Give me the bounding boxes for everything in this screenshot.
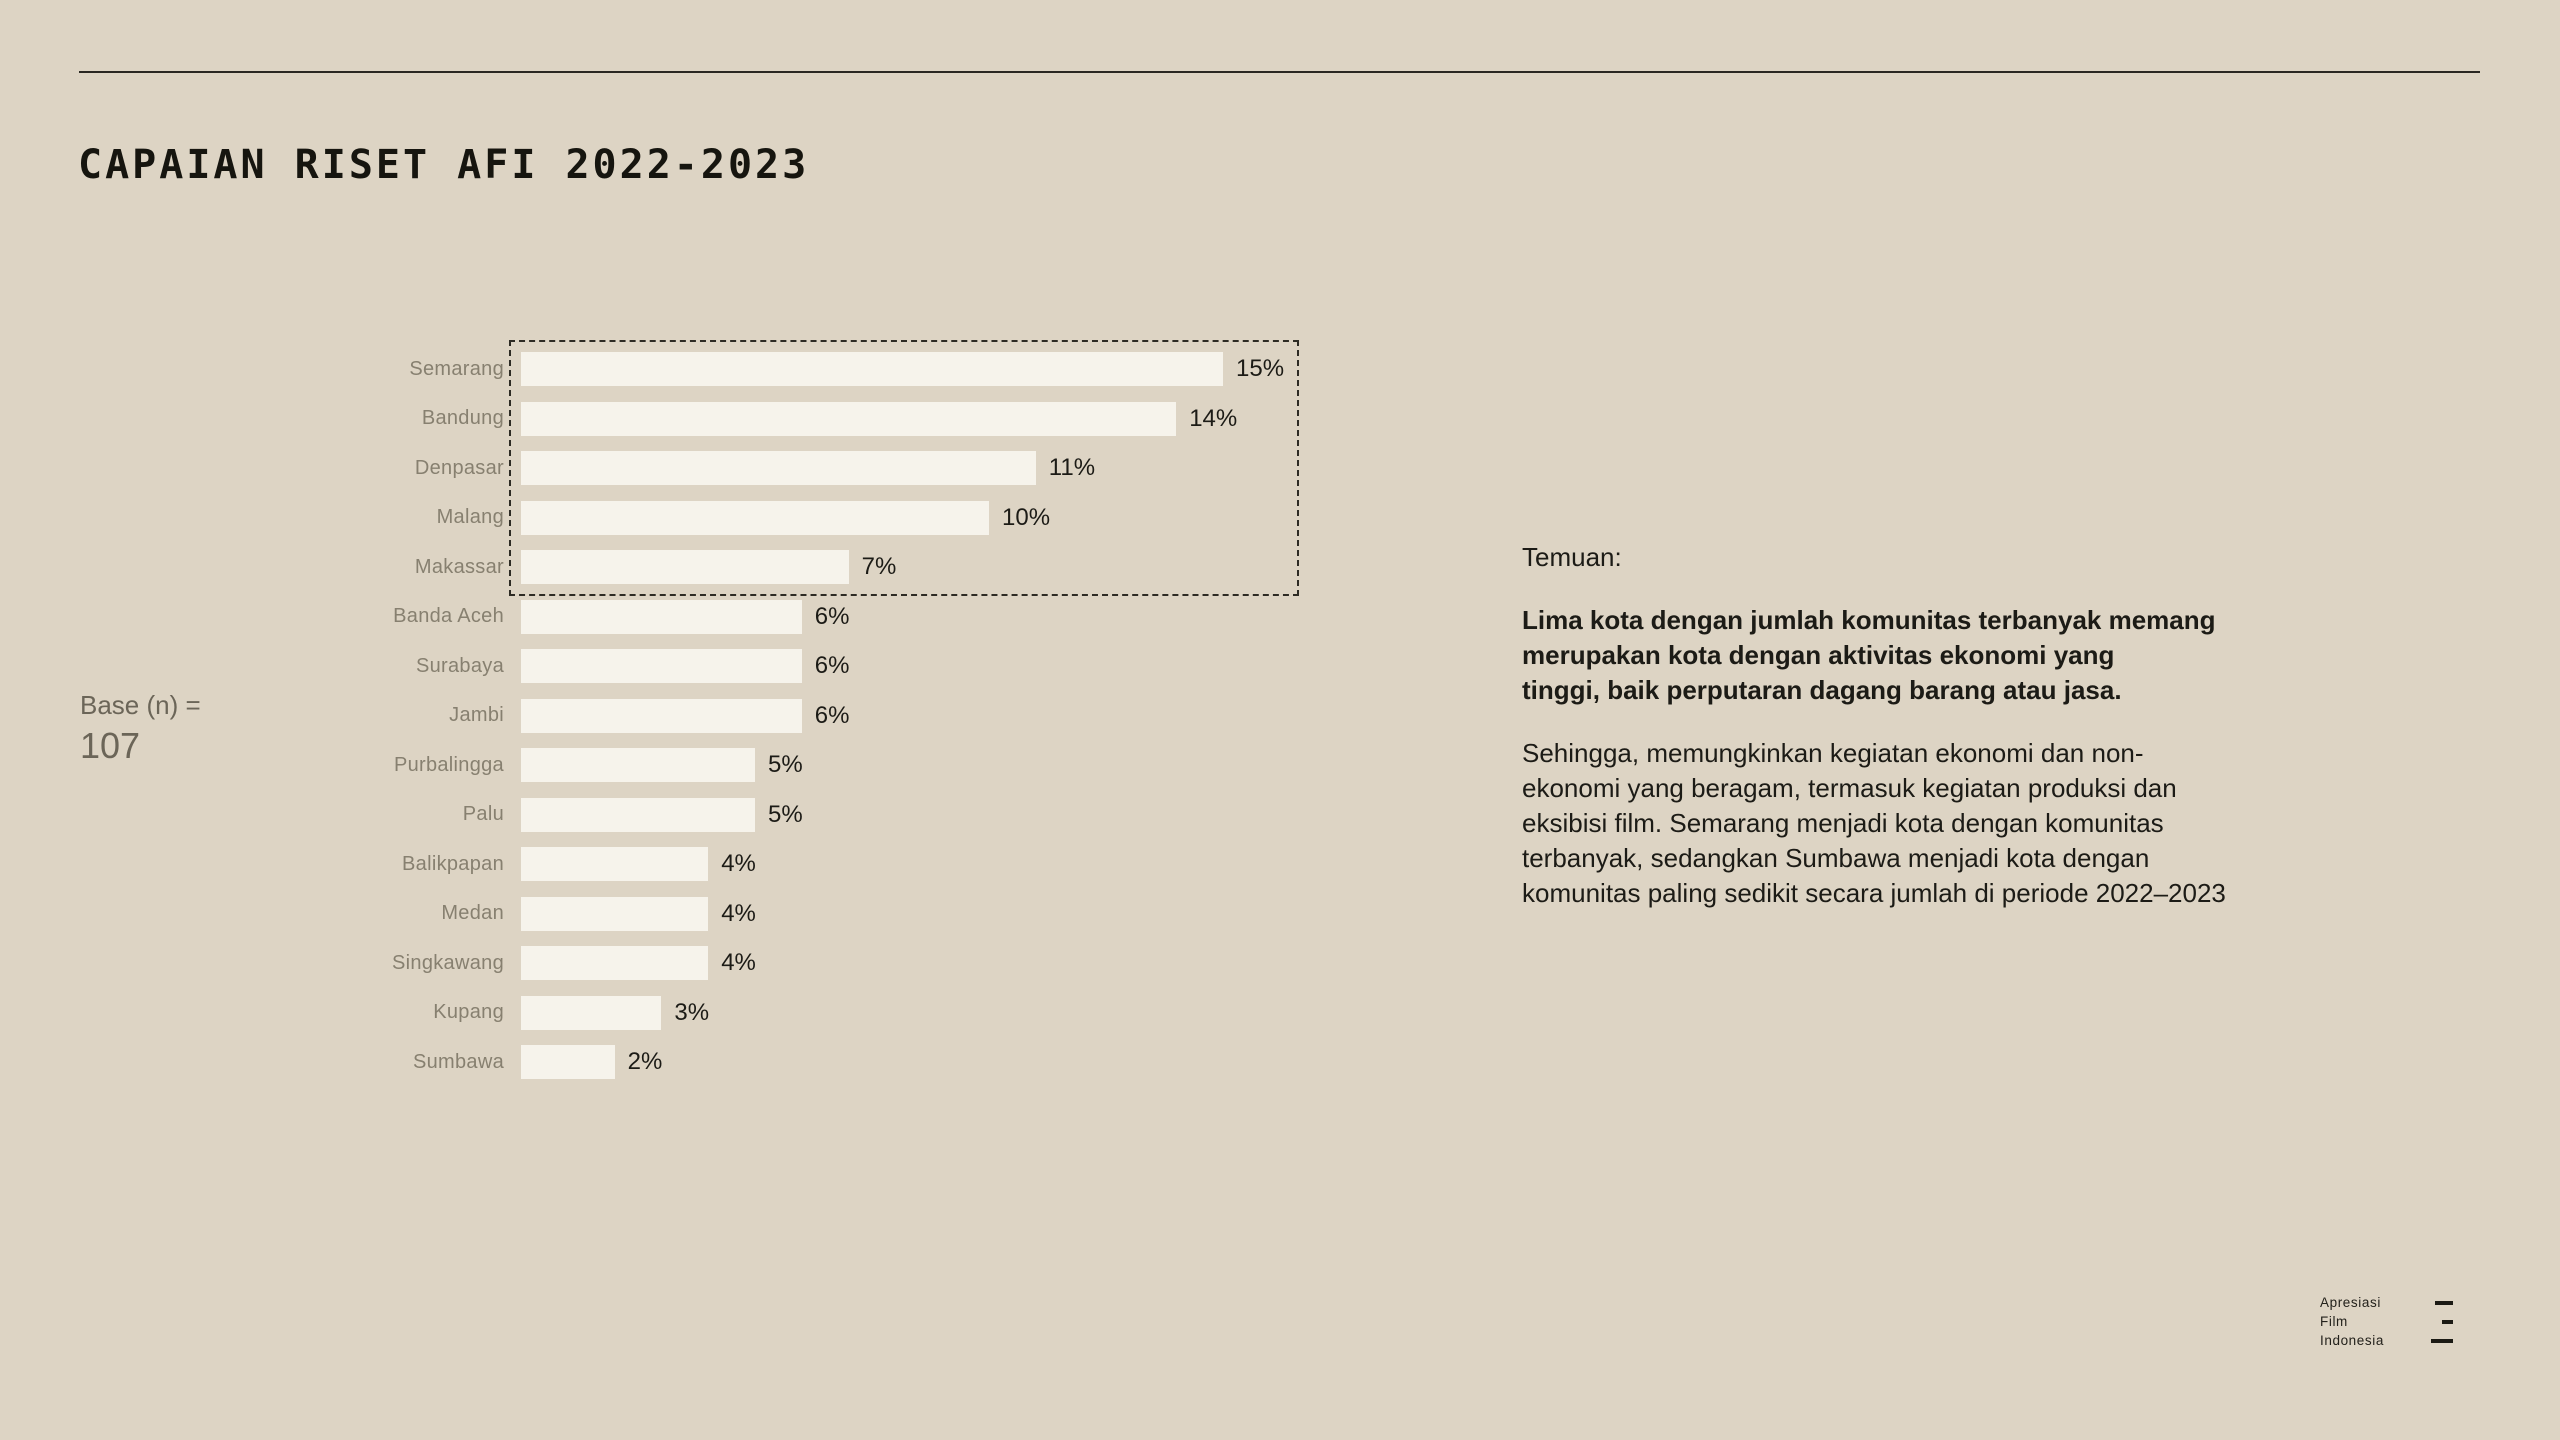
bar: [521, 797, 755, 832]
chart-row: Denpasar 11%: [80, 451, 1284, 485]
logo-dash-icon: [2431, 1338, 2453, 1343]
category-label: Surabaya: [415, 654, 504, 677]
value-label: 4%: [721, 850, 756, 877]
top-rule: [79, 71, 2480, 73]
category-label: Jambi: [449, 704, 504, 726]
category-label: Medan: [441, 902, 504, 924]
category-label: Kupang: [433, 1001, 504, 1023]
bar: [521, 1045, 615, 1079]
category-label: Malang: [436, 506, 504, 528]
value-label: 6%: [814, 602, 850, 630]
chart-row: Palu 5%: [80, 797, 1284, 832]
category-label: Banda Aceh: [393, 605, 504, 627]
logo-row: Indonesia: [2320, 1331, 2453, 1350]
bar: [521, 748, 755, 782]
chart-row: Malang 10%: [80, 500, 1284, 535]
bar: [521, 649, 802, 683]
logo-row: Film: [2320, 1312, 2453, 1331]
highlight-box: [509, 340, 1299, 596]
value-label: 3%: [674, 998, 710, 1026]
bar: [521, 352, 1223, 386]
logo-row: Apresiasi: [2320, 1293, 2453, 1312]
chart-row: Jambi 6%: [80, 698, 1284, 733]
base-note: Base (n) = 107: [80, 690, 201, 766]
bar: [521, 550, 849, 584]
category-label: Makassar: [414, 555, 504, 578]
category-label: Singkawang: [392, 951, 504, 974]
logo-dash-icon: [2442, 1319, 2453, 1324]
chart-row: Purbalingga 5%: [80, 748, 1284, 782]
bar: [521, 451, 1036, 485]
chart-row: Bandung 14%: [80, 401, 1284, 436]
category-label: Denpasar: [414, 456, 504, 479]
base-label: Base (n) =: [80, 690, 201, 720]
chart-row: Kupang 3%: [80, 995, 1284, 1030]
chart-row: Balikpapan 4%: [80, 847, 1284, 881]
afi-logo: Apresiasi Film Indonesia: [2320, 1293, 2453, 1350]
value-label: 5%: [768, 800, 803, 828]
base-value: 107: [80, 725, 141, 766]
bar: [521, 847, 709, 881]
chart-row: Semarang 15%: [80, 352, 1284, 386]
bar: [521, 599, 802, 634]
value-label: 14%: [1189, 404, 1238, 432]
logo-line: Indonesia: [2320, 1333, 2384, 1348]
findings-bold-paragraph: Lima kota dengan jumlah komunitas terban…: [1522, 605, 2216, 705]
chart-row: Medan 4%: [80, 896, 1284, 931]
chart-row: Surabaya 6%: [80, 649, 1284, 683]
value-label: 6%: [814, 701, 850, 729]
category-label: Bandung: [421, 407, 504, 429]
bar: [521, 995, 662, 1030]
chart-row: Makassar 7%: [80, 550, 1284, 584]
value-label: 10%: [1002, 503, 1051, 531]
findings-block: Temuan: Lima kota dengan jumlah komunita…: [1522, 540, 2362, 911]
chart-row: Banda Aceh 6%: [80, 599, 1284, 634]
category-label: Semarang: [409, 357, 504, 380]
value-label: 2%: [627, 1048, 663, 1075]
logo-line: Apresiasi: [2320, 1295, 2381, 1310]
findings-heading: Temuan:: [1522, 542, 1622, 572]
logo-line: Film: [2320, 1314, 2348, 1329]
bar: [521, 896, 709, 931]
value-label: 5%: [768, 751, 803, 778]
value-label: 15%: [1236, 355, 1285, 382]
category-label: Palu: [462, 803, 504, 825]
chart-row: Singkawang 4%: [80, 946, 1284, 980]
value-label: 6%: [814, 652, 850, 679]
logo-dash-icon: [2435, 1300, 2453, 1305]
value-label: 4%: [721, 899, 756, 927]
findings-paragraph: Sehingga, memungkinkan kegiatan ekonomi …: [1522, 738, 2226, 908]
chart-rows: Semarang 15% Bandung 14% Denpasar 11% Malang 10…: [80, 352, 1284, 1079]
chart-row: Sumbawa 2%: [80, 1045, 1284, 1079]
page-title: CAPAIAN RISET AFI 2022-2023: [78, 142, 810, 188]
value-label: 11%: [1048, 454, 1096, 481]
category-label: Sumbawa: [412, 1050, 504, 1073]
category-label: Purbalingga: [393, 753, 504, 776]
bar: [521, 946, 709, 980]
value-label: 7%: [861, 553, 897, 580]
bar: [521, 401, 1177, 436]
value-label: 4%: [721, 949, 756, 976]
bar-chart: Semarang 15% Bandung 14% Denpasar 11% Malang 10…: [80, 340, 1299, 1095]
category-label: Balikpapan: [402, 852, 504, 875]
bar: [521, 698, 802, 733]
bar: [521, 500, 989, 535]
